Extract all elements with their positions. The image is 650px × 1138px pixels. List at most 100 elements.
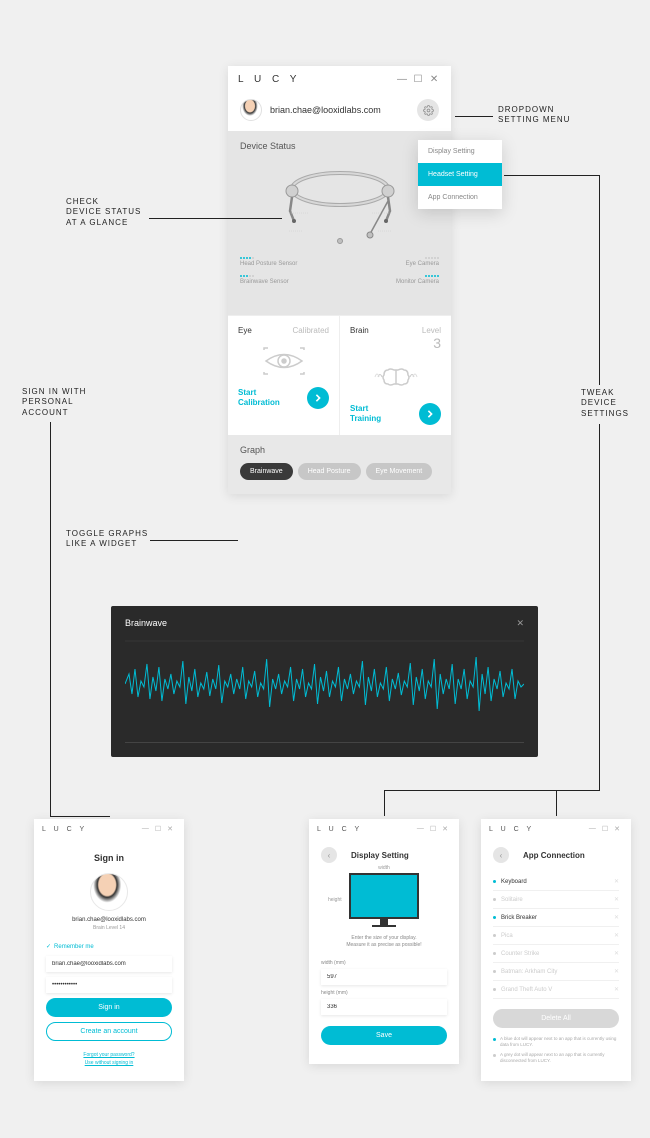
brainwave-title: Brainwave [125, 618, 167, 629]
annotation-tweak: TWEAK DEVICE SETTINGS [581, 388, 629, 419]
brain-level: 3 [433, 335, 441, 351]
headset-diagram [270, 161, 410, 251]
start-calibration-button[interactable] [307, 387, 329, 409]
eye-label: Eye [238, 326, 252, 335]
brain-sub: Level [422, 326, 441, 335]
user-email: brian.chae@looxidlabs.com [270, 105, 381, 115]
height-label: height (mm) [321, 990, 447, 996]
password-input[interactable] [46, 977, 172, 993]
signin-title: Sign in [46, 853, 172, 863]
avatar[interactable] [240, 99, 262, 121]
app-list-item[interactable]: Brick Breaker✕ [493, 909, 619, 927]
brain-label: Brain [350, 326, 369, 335]
delete-all-button[interactable]: Delete All [493, 1009, 619, 1028]
page-title: App Connection [523, 851, 585, 860]
close-icon[interactable]: ✕ [614, 825, 623, 833]
display-instruction: Enter the size of your display. Measure … [321, 935, 447, 948]
close-icon[interactable]: ✕ [442, 825, 451, 833]
remove-icon[interactable]: ✕ [614, 878, 619, 885]
remove-icon[interactable]: ✕ [614, 896, 619, 903]
graph-chips: Brainwave Head Posture Eye Movement [240, 463, 439, 480]
start-training-button[interactable] [419, 403, 441, 425]
minimize-icon[interactable]: — [589, 825, 599, 833]
dot-icon-blue [493, 1038, 496, 1041]
minimize-icon[interactable]: — [399, 75, 409, 85]
chevron-right-icon [426, 410, 434, 418]
app-list-item[interactable]: Grand Theft Auto V✕ [493, 981, 619, 999]
display-setting-window: L U C Y—☐✕ ‹ Display Setting width heigh… [309, 819, 459, 1064]
app-list: Keyboard✕Solitaire✕Brick Breaker✕Pica✕Co… [493, 873, 619, 999]
device-status-title: Device Status [240, 141, 439, 151]
titlebar: L U C Y — ☐ ✕ [228, 66, 451, 93]
user-bar: brian.chae@looxidlabs.com [228, 93, 451, 131]
remove-icon[interactable]: ✕ [614, 968, 619, 975]
close-icon[interactable]: ✕ [167, 825, 176, 833]
brand: L U C Y [489, 826, 534, 833]
maximize-icon[interactable]: ☐ [430, 825, 439, 833]
email-input[interactable] [46, 956, 172, 972]
gear-icon [423, 105, 434, 116]
brand: L U C Y [317, 826, 362, 833]
remove-icon[interactable]: ✕ [614, 914, 619, 921]
sensor-brainwave: Brainwave Sensor [240, 273, 336, 285]
chip-brainwave[interactable]: Brainwave [240, 463, 293, 480]
start-training-label: Start Training [350, 404, 381, 423]
sensor-head-posture: Head Posture Sensor [240, 255, 336, 267]
app-list-item[interactable]: Counter Strike✕ [493, 945, 619, 963]
brand: L U C Y [238, 74, 300, 85]
dot-icon-grey [493, 1054, 496, 1057]
start-calibration-label: Start Calibration [238, 388, 280, 407]
app-connection-window: L U C Y—☐✕ ‹ App Connection Keyboard✕Sol… [481, 819, 631, 1081]
signin-level: Brain Level 14 [46, 925, 172, 931]
close-icon[interactable]: ✕ [516, 618, 524, 629]
annotation-graphs: TOGGLE GRAPHS LIKE A WIDGET [66, 529, 148, 550]
page-title: Display Setting [351, 851, 409, 860]
graph-title: Graph [240, 445, 439, 455]
eye-sub: Calibrated [293, 326, 329, 335]
app-list-item[interactable]: Batman: Arkham City✕ [493, 963, 619, 981]
create-account-button[interactable]: Create an account [46, 1022, 172, 1041]
dropdown-headset-setting[interactable]: Headset Setting [418, 163, 502, 186]
minimize-icon[interactable]: — [142, 825, 152, 833]
main-app-window: L U C Y — ☐ ✕ brian.chae@looxidlabs.com … [228, 66, 451, 494]
forgot-password-link[interactable]: Forgot your password? [46, 1051, 172, 1059]
signin-email-label: brian.chae@looxidlabs.com [46, 917, 172, 923]
back-button[interactable]: ‹ [493, 847, 509, 863]
maximize-icon[interactable]: ☐ [415, 75, 425, 85]
signin-button[interactable]: Sign in [46, 998, 172, 1017]
avatar [90, 873, 128, 911]
width-input[interactable] [321, 969, 447, 985]
annotation-signin: SIGN IN WITH PERSONAL ACCOUNT [22, 387, 86, 418]
app-list-item[interactable]: Solitaire✕ [493, 891, 619, 909]
remember-me-checkbox[interactable]: Remember me [46, 943, 172, 950]
sensor-eye-camera: Eye Camera [344, 255, 440, 267]
app-list-item[interactable]: Keyboard✕ [493, 873, 619, 891]
remove-icon[interactable]: ✕ [614, 950, 619, 957]
annotation-dropdown: DROPDOWN SETTING MENU [498, 105, 570, 126]
dropdown-app-connection[interactable]: App Connection [418, 186, 502, 209]
eye-calibration-card: Eye Calibrated Start Calibration [228, 316, 340, 435]
chevron-right-icon [314, 394, 322, 402]
settings-dropdown: Display Setting Headset Setting App Conn… [418, 140, 502, 209]
back-button[interactable]: ‹ [321, 847, 337, 863]
legend: A blue dot will appear next to an app th… [493, 1036, 619, 1064]
guest-link[interactable]: Use without signing in [46, 1059, 172, 1067]
height-input[interactable] [321, 999, 447, 1015]
brainwave-waveform [125, 639, 524, 729]
maximize-icon[interactable]: ☐ [155, 825, 164, 833]
maximize-icon[interactable]: ☐ [602, 825, 611, 833]
eye-icon [262, 346, 306, 376]
chip-head-posture[interactable]: Head Posture [298, 463, 361, 480]
graph-section: Graph Brainwave Head Posture Eye Movemen… [228, 435, 451, 494]
settings-button[interactable] [417, 99, 439, 121]
close-icon[interactable]: ✕ [431, 75, 441, 85]
chip-eye-movement[interactable]: Eye Movement [366, 463, 433, 480]
remove-icon[interactable]: ✕ [614, 932, 619, 939]
app-list-item[interactable]: Pica✕ [493, 927, 619, 945]
sensor-monitor-camera: Monitor Camera [344, 273, 440, 285]
dropdown-display-setting[interactable]: Display Setting [418, 140, 502, 163]
signin-window: L U C Y—☐✕ Sign in brian.chae@looxidlabs… [34, 819, 184, 1081]
minimize-icon[interactable]: — [417, 825, 427, 833]
remove-icon[interactable]: ✕ [614, 986, 619, 993]
save-button[interactable]: Save [321, 1026, 447, 1045]
